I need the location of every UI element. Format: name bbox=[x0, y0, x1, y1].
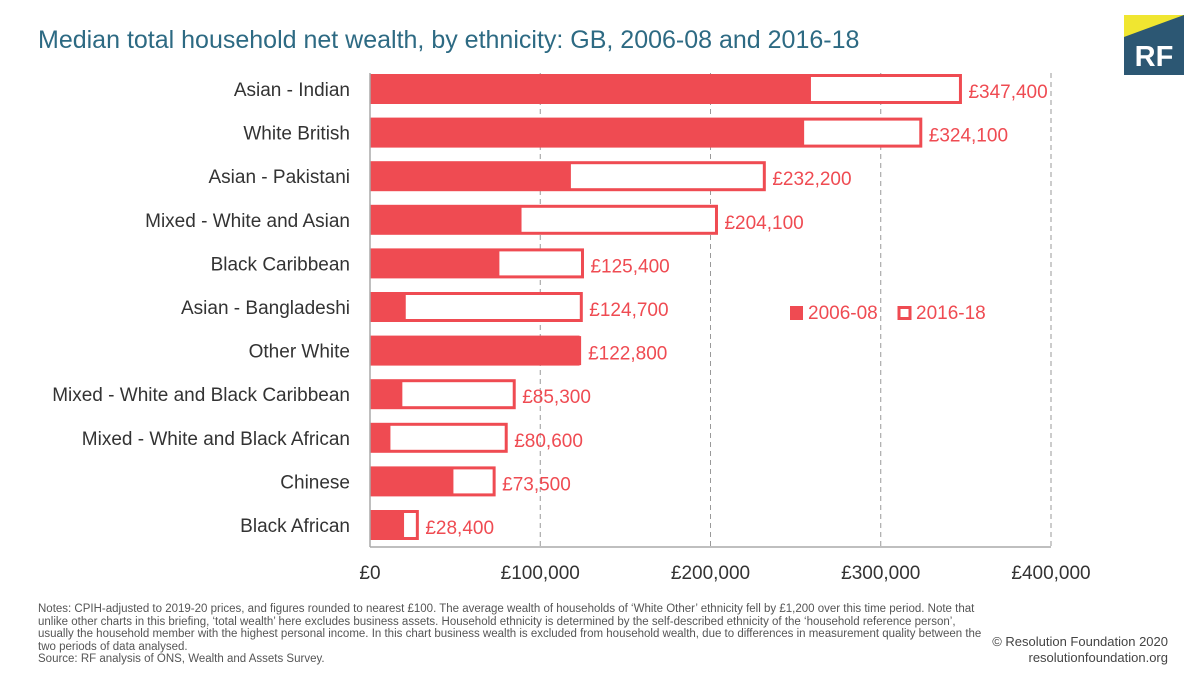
source-text: Source: RF analysis of ONS, Wealth and A… bbox=[38, 653, 325, 666]
bar-2006-08-9 bbox=[370, 466, 454, 496]
category-label-0: Asian - Indian bbox=[234, 80, 350, 101]
data-label-6: £122,800 bbox=[588, 344, 667, 365]
category-label-6: Other White bbox=[249, 342, 350, 363]
legend-swatch-2016-18 bbox=[897, 306, 912, 320]
data-label-9: £73,500 bbox=[502, 474, 571, 495]
bar-2006-08-8 bbox=[370, 423, 391, 453]
bar-2016-18-5 bbox=[369, 292, 583, 322]
legend-label-2016-18: 2016-18 bbox=[916, 303, 986, 324]
x-tick-label-3: £300,000 bbox=[841, 563, 920, 584]
rf-logo: RF bbox=[1124, 15, 1184, 75]
x-tick-label-4: £400,000 bbox=[1011, 563, 1090, 584]
category-label-4: Black Caribbean bbox=[211, 254, 350, 275]
data-label-2: £232,200 bbox=[772, 169, 851, 190]
category-label-7: Mixed - White and Black Caribbean bbox=[52, 385, 350, 406]
bar-2006-08-10 bbox=[370, 510, 405, 540]
bar-2016-18-8 bbox=[369, 422, 508, 453]
bar-2006-08-2 bbox=[370, 161, 571, 191]
legend: 2006-08 2016-18 bbox=[790, 303, 986, 324]
category-label-8: Mixed - White and Black African bbox=[82, 429, 350, 450]
bar-2006-08-6 bbox=[370, 336, 582, 366]
data-label-5: £124,700 bbox=[589, 300, 668, 321]
category-label-1: White British bbox=[243, 124, 350, 145]
x-tick-label-2: £200,000 bbox=[671, 563, 750, 584]
data-label-3: £204,100 bbox=[724, 213, 803, 234]
bar-2006-08-1 bbox=[370, 118, 805, 148]
notes-text: Notes: CPIH-adjusted to 2019-20 prices, … bbox=[38, 603, 982, 653]
legend-swatch-2006-08 bbox=[790, 306, 803, 320]
data-label-8: £80,600 bbox=[514, 431, 583, 452]
bar-chart: Asian - Indian £347,400 White British £324,… bbox=[52, 73, 1091, 584]
chart-title: Median total household net wealth, by et… bbox=[38, 26, 860, 54]
data-label-4: £125,400 bbox=[590, 256, 669, 277]
credits: © Resolution Foundation 2020 resolutionf… bbox=[992, 634, 1168, 666]
logo-text: RF bbox=[1135, 41, 1174, 73]
bar-2006-08-3 bbox=[370, 205, 522, 235]
category-label-10: Black African bbox=[240, 516, 350, 537]
category-label-5: Asian - Bangladeshi bbox=[181, 298, 350, 319]
chart-notes: Notes: CPIH-adjusted to 2019-20 prices, … bbox=[38, 603, 986, 666]
website-link[interactable]: resolutionfoundation.org bbox=[1028, 650, 1169, 665]
x-tick-label-0: £0 bbox=[359, 563, 380, 584]
category-label-2: Asian - Pakistani bbox=[208, 167, 350, 188]
bar-2006-08-7 bbox=[370, 379, 403, 409]
category-label-9: Chinese bbox=[280, 472, 350, 493]
copyright-text: © Resolution Foundation 2020 bbox=[992, 634, 1168, 649]
category-label-3: Mixed - White and Asian bbox=[145, 211, 350, 232]
data-label-0: £347,400 bbox=[968, 82, 1047, 103]
data-label-7: £85,300 bbox=[522, 387, 591, 408]
bar-2006-08-4 bbox=[370, 248, 500, 278]
data-label-10: £28,400 bbox=[425, 518, 494, 539]
bar-2006-08-5 bbox=[370, 292, 406, 322]
x-tick-label-1: £100,000 bbox=[501, 563, 580, 584]
data-label-1: £324,100 bbox=[929, 126, 1008, 147]
legend-label-2006-08: 2006-08 bbox=[808, 303, 878, 324]
bar-2006-08-0 bbox=[370, 74, 811, 104]
